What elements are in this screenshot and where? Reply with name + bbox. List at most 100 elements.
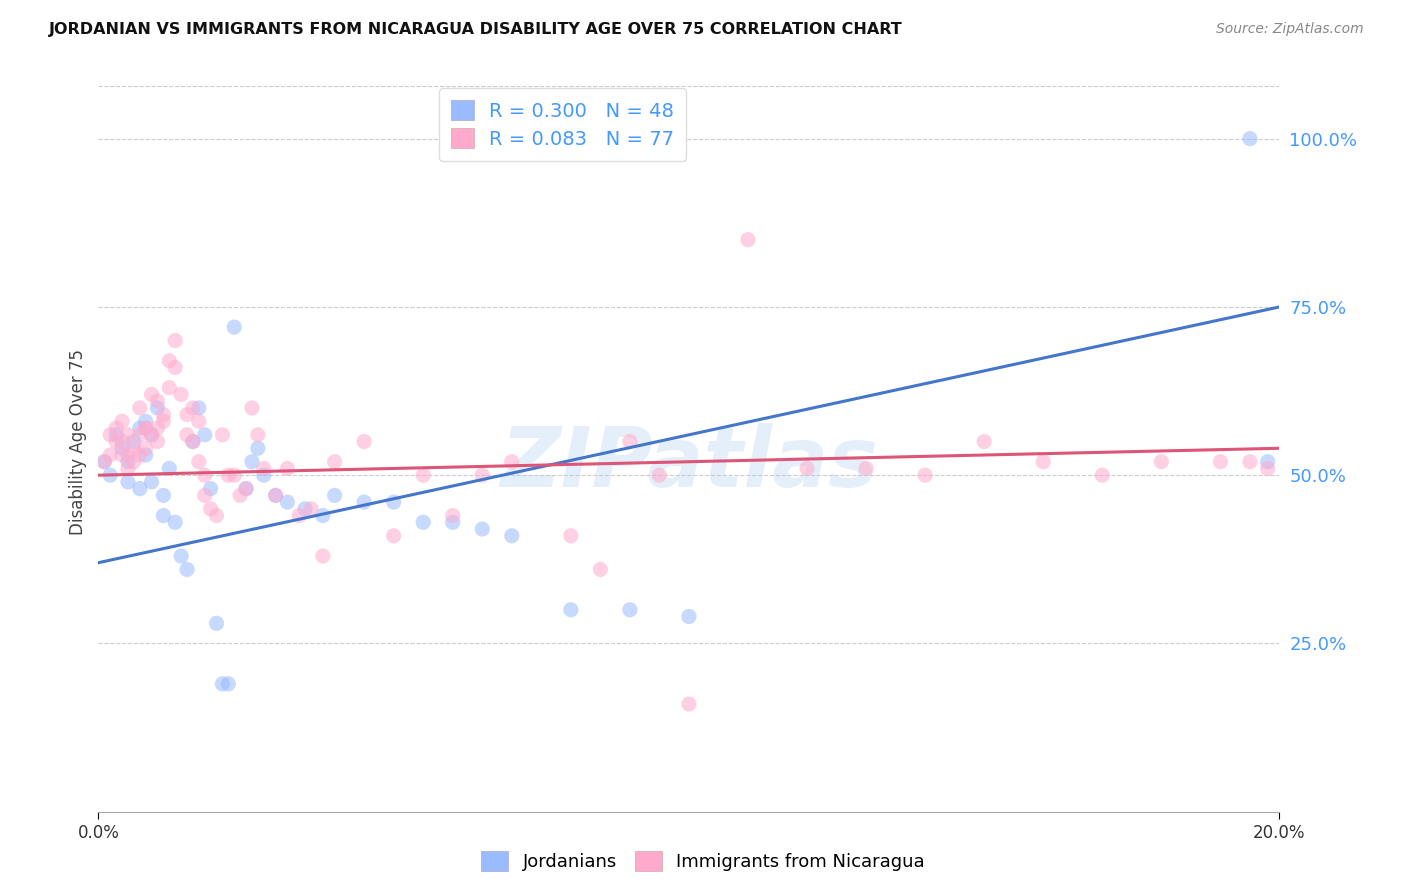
Point [619,434,641,449]
Point [253,461,276,475]
Point [224,468,246,483]
Point [111,442,134,456]
Point [152,408,174,422]
Point [200,501,222,516]
Point [187,401,209,415]
Point [165,334,187,348]
Point [105,427,128,442]
Point [152,488,174,502]
Point [117,455,139,469]
Point [152,414,174,428]
Point [135,442,157,456]
Point [128,401,150,415]
Point [276,461,298,475]
Point [353,495,375,509]
Point [170,387,193,401]
Point [441,516,464,530]
Point [501,529,523,543]
Y-axis label: Disability Age Over 75: Disability Age Over 75 [69,349,87,534]
Point [973,434,995,449]
Point [796,461,818,475]
Point [122,434,145,449]
Point [122,455,145,469]
Point [128,421,150,435]
Point [229,488,252,502]
Point [128,448,150,462]
Point [1032,455,1054,469]
Point [235,482,257,496]
Point [441,508,464,523]
Point [128,482,150,496]
Point [135,421,157,435]
Point [240,401,263,415]
Point [165,516,187,530]
Point [141,427,163,442]
Point [648,468,671,483]
Point [353,434,375,449]
Point [157,353,180,368]
Point [98,468,121,483]
Point [117,427,139,442]
Point [170,549,193,563]
Point [224,320,246,334]
Point [264,488,287,502]
Point [187,455,209,469]
Point [323,488,346,502]
Point [211,427,233,442]
Point [146,401,169,415]
Point [194,427,217,442]
Point [619,603,641,617]
Text: ZIPatlas: ZIPatlas [501,423,877,504]
Point [1209,455,1232,469]
Point [205,616,228,631]
Point [117,461,139,475]
Point [501,455,523,469]
Point [200,482,222,496]
Point [152,508,174,523]
Point [111,434,134,449]
Point [146,394,169,409]
Point [412,516,434,530]
Point [181,401,204,415]
Point [141,427,163,442]
Point [146,434,169,449]
Point [176,408,198,422]
Point [93,455,115,469]
Point [382,529,405,543]
Point [111,414,134,428]
Point [135,448,157,462]
Point [253,468,276,483]
Point [737,233,759,247]
Point [135,414,157,428]
Point [1150,455,1173,469]
Point [589,562,612,576]
Point [157,461,180,475]
Point [412,468,434,483]
Text: JORDANIAN VS IMMIGRANTS FROM NICARAGUA DISABILITY AGE OVER 75 CORRELATION CHART: JORDANIAN VS IMMIGRANTS FROM NICARAGUA D… [49,22,903,37]
Point [141,387,163,401]
Point [98,427,121,442]
Point [264,488,287,502]
Point [117,448,139,462]
Point [235,482,257,496]
Legend: R = 0.300   N = 48, R = 0.083   N = 77: R = 0.300 N = 48, R = 0.083 N = 77 [439,88,686,161]
Point [93,455,115,469]
Text: Source: ZipAtlas.com: Source: ZipAtlas.com [1216,22,1364,37]
Point [105,434,128,449]
Point [678,609,700,624]
Point [181,434,204,449]
Point [105,421,128,435]
Point [312,549,335,563]
Point [276,495,298,509]
Point [288,508,311,523]
Point [157,381,180,395]
Point [914,468,936,483]
Point [855,461,877,475]
Point [211,677,233,691]
Point [122,442,145,456]
Point [141,475,163,489]
Point [560,603,582,617]
Point [1257,461,1279,475]
Point [471,522,494,536]
Point [217,677,239,691]
